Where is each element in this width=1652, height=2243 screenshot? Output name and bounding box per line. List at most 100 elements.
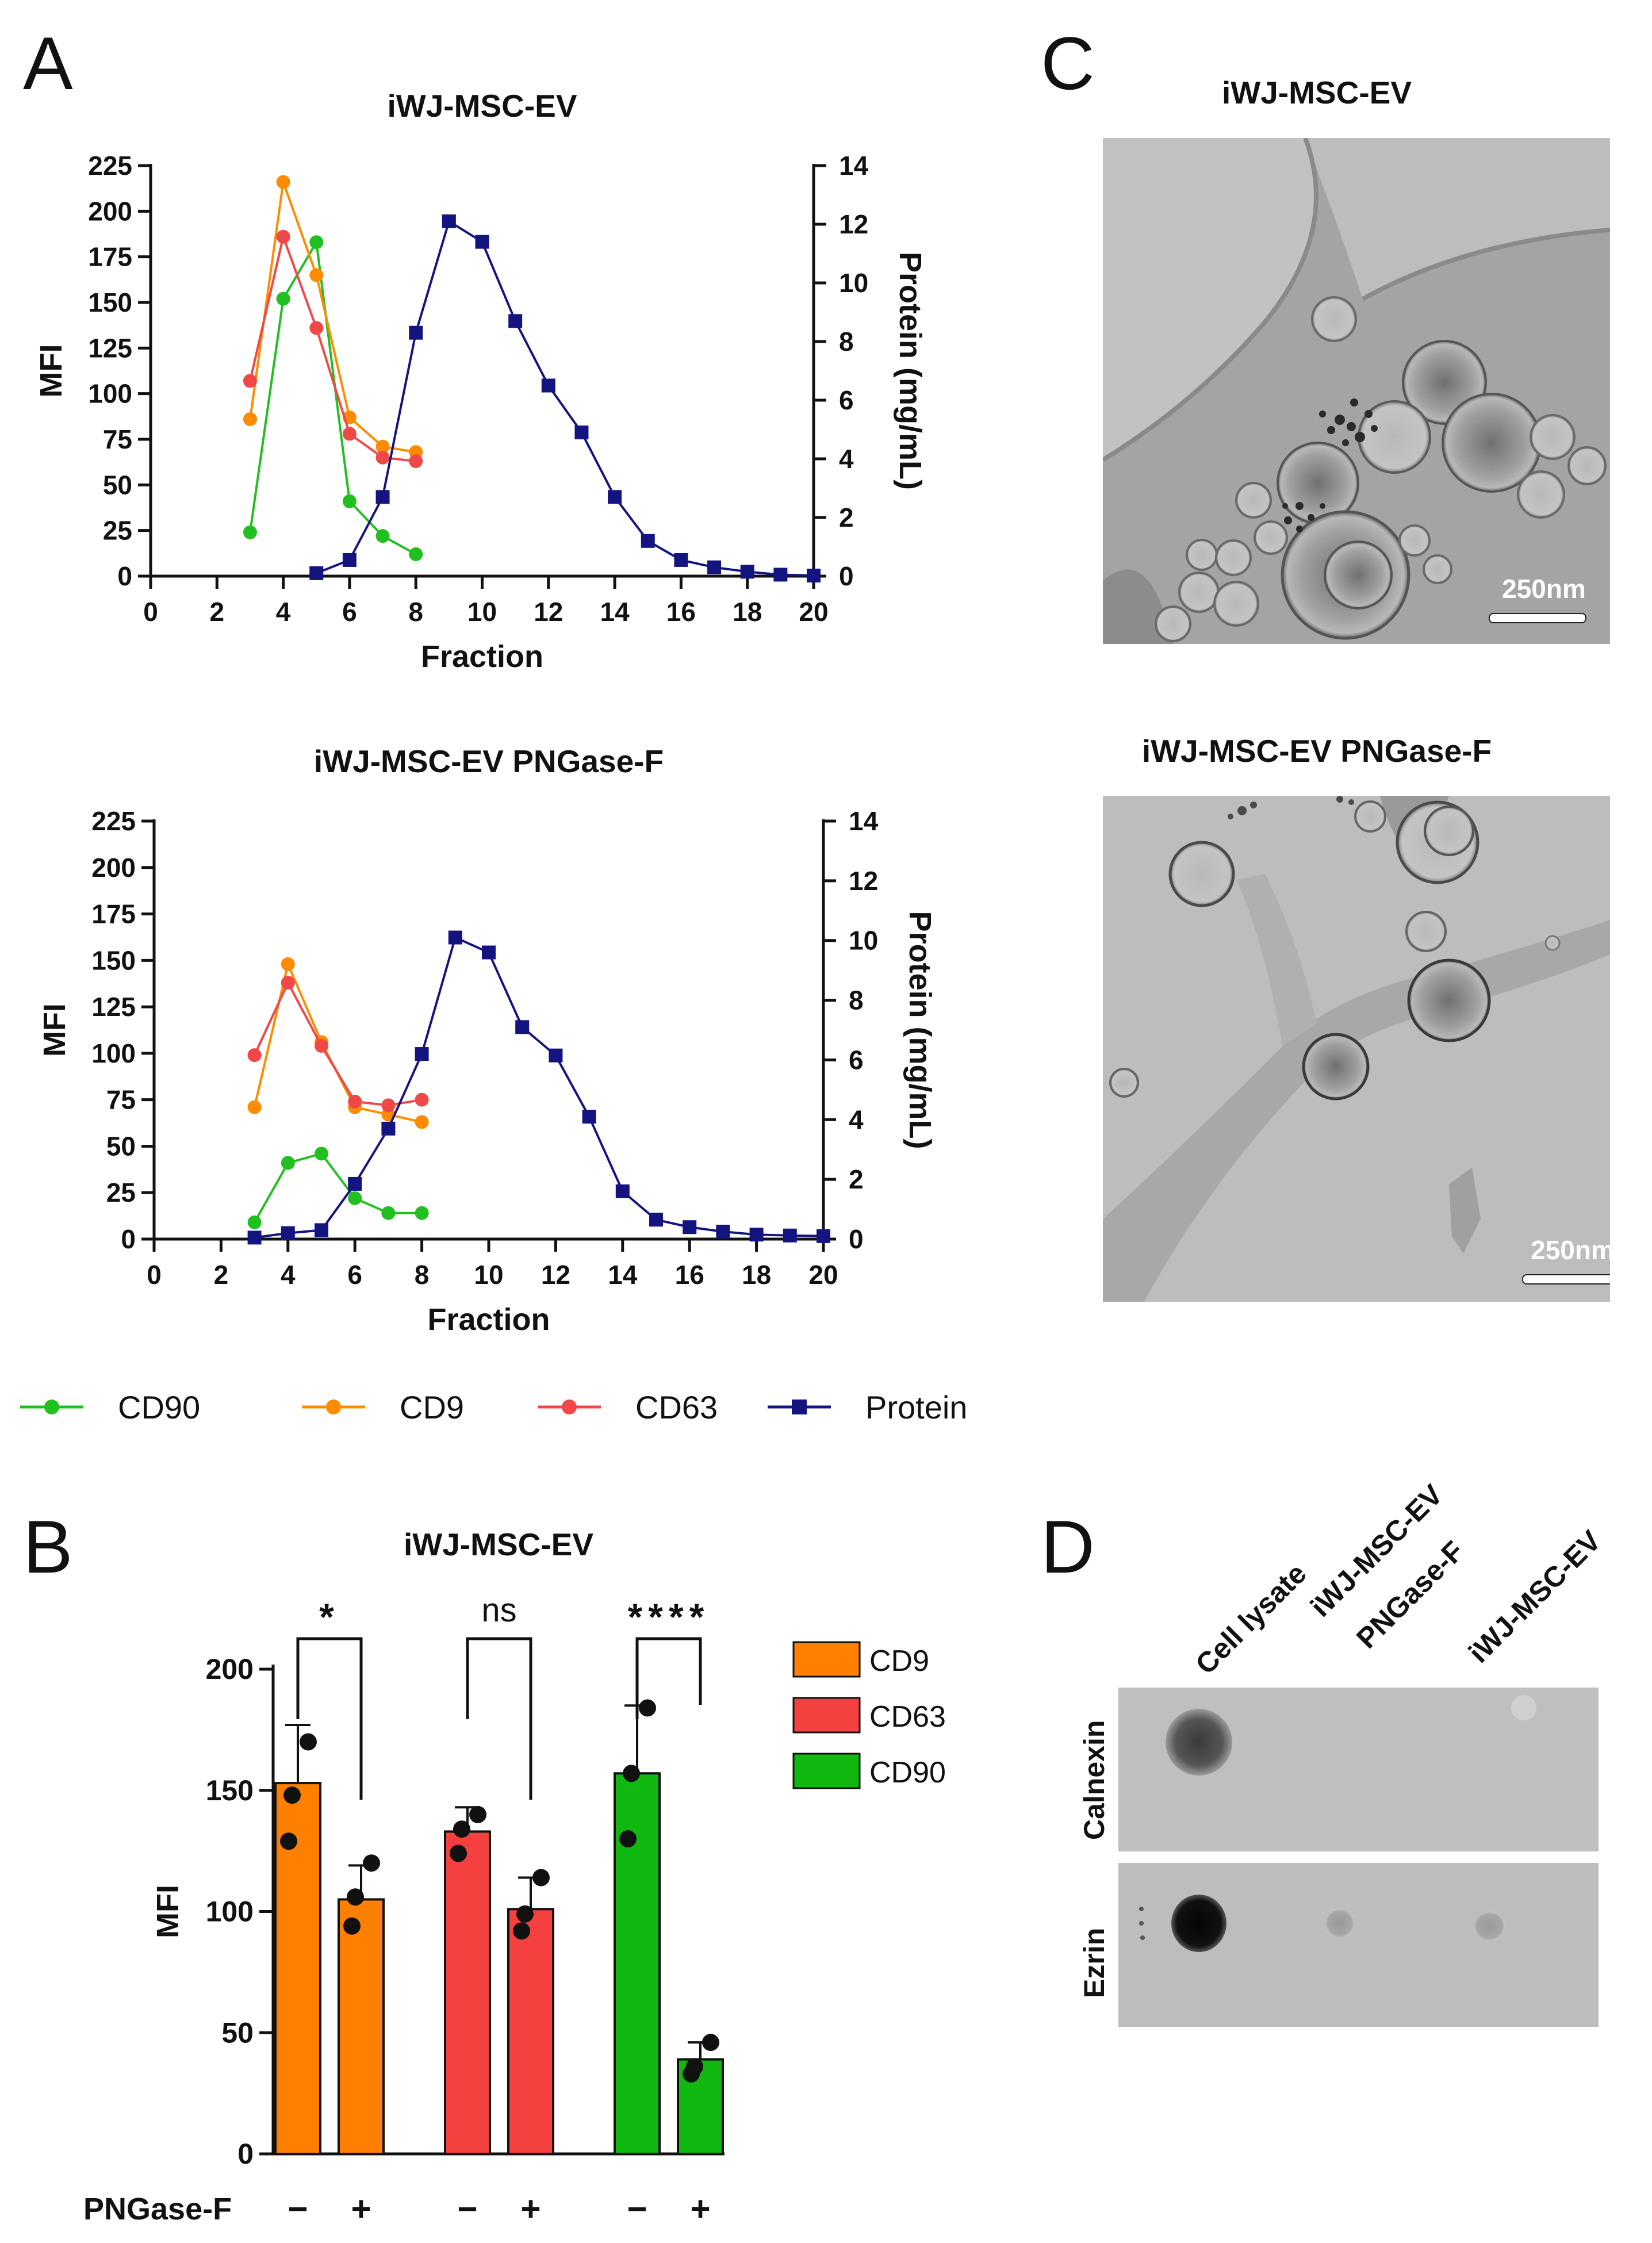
chart2-ytick-label: 0 — [121, 1224, 136, 1254]
chart1-point-cd90 — [276, 292, 290, 306]
chart1-y2tick-label: 6 — [839, 385, 854, 415]
chart2-xtick-label: 8 — [415, 1260, 430, 1290]
blot-dot-calnexin-cell-lysate — [1166, 1709, 1232, 1776]
blot-dot-ezrin-pngase-f — [1325, 1908, 1355, 1938]
chart1-point-protein — [541, 378, 555, 393]
chart2-point-protein — [448, 930, 462, 945]
chart1-point-protein — [475, 235, 489, 249]
chart2-point-protein — [315, 1223, 328, 1237]
chart3-data-point — [300, 1733, 317, 1751]
chart3-data-point — [283, 1786, 301, 1804]
chart2-xtick-label: 20 — [808, 1260, 838, 1290]
chart3-treatment-label: − — [457, 2190, 477, 2228]
chart1-point-protein — [674, 553, 688, 567]
chart2-ytick-label: 50 — [106, 1131, 136, 1161]
legend-marker-cd63 — [562, 1400, 577, 1414]
chart2-point-cd90 — [315, 1147, 328, 1161]
chart1-point-cd9 — [375, 439, 390, 454]
chart3-ytick-label: 150 — [206, 1774, 254, 1807]
chart2-ytick-label: 225 — [91, 806, 136, 836]
chart3-legend-swatch-cd63 — [792, 1697, 861, 1734]
chart1-point-cd63 — [375, 450, 390, 465]
chart2-xtick-label: 0 — [147, 1260, 162, 1290]
chart1-point-cd90 — [342, 494, 357, 508]
chart2-point-cd9 — [247, 1100, 262, 1114]
chart1-ytick-label: 100 — [88, 379, 132, 409]
chart1-y-axis-label: MFI — [34, 344, 68, 398]
chart3-significance-bracket — [466, 1637, 532, 1800]
chart3-legend-swatch-cd9 — [792, 1641, 861, 1678]
em-scale-label-top: 250nm — [1502, 574, 1586, 604]
chart1-ytick-label: 0 — [117, 561, 132, 591]
chart1-ytick-label: 75 — [103, 424, 132, 454]
chart3-data-point — [639, 1699, 656, 1717]
chart2-point-protein — [482, 945, 496, 960]
chart3-data-point — [686, 2058, 703, 2076]
blot-row-label-calnexin: Calnexin — [1078, 1720, 1110, 1840]
chart2-xtick-label: 4 — [281, 1260, 296, 1290]
chart3-ytick-label: 50 — [221, 2016, 254, 2049]
chart1-point-cd90 — [409, 547, 423, 561]
blot-column-iwj-msc-ev-pngase: iWJ-MSC-EV — [1304, 1478, 1449, 1623]
panel-letter-a: A — [23, 21, 73, 105]
chart1-point-protein — [707, 560, 722, 574]
chart2-xtick-label: 14 — [608, 1260, 638, 1290]
panel-letter-b: B — [23, 1505, 73, 1589]
chart2-point-cd90 — [348, 1191, 362, 1205]
em-scale-bar-top — [1489, 613, 1586, 623]
chart1-point-protein — [375, 490, 390, 504]
legend-panel-a: CD90 CD9 CD63 Protein — [20, 1389, 967, 1425]
blot-column-cell-lysate: Cell lysate — [1189, 1557, 1313, 1681]
chart3-data-point — [619, 1830, 637, 1848]
chart2-point-protein — [582, 1110, 596, 1124]
chart1-xtick-label: 20 — [799, 597, 828, 627]
chart2-point-protein — [716, 1225, 730, 1239]
chart1-x-axis-label: Fraction — [421, 639, 543, 674]
chart1-point-cd90 — [375, 529, 390, 543]
chart1-point-cd90 — [243, 525, 257, 539]
chart2-point-protein — [817, 1229, 830, 1243]
chart3-data-point — [513, 1922, 530, 1940]
chart3-significance-label: ns — [481, 1592, 516, 1629]
chart2-point-protein — [415, 1047, 429, 1061]
chart1-point-protein — [807, 568, 821, 582]
chart1-point-protein — [773, 568, 788, 582]
chart3-ytick-label: 0 — [237, 2138, 254, 2170]
chart1-y2tick-label: 2 — [839, 503, 854, 532]
chart2-y2tick-label: 2 — [849, 1164, 864, 1194]
legend-marker-cd9 — [326, 1400, 341, 1414]
blot-row-label-ezrin: Ezrin — [1078, 1928, 1110, 1998]
chart1-point-cd9 — [276, 175, 290, 189]
blot-dot-calnexin-iwj-msc-ev — [1511, 1695, 1536, 1720]
chart1-point-cd63 — [276, 229, 290, 244]
chart2-xtick-label: 6 — [347, 1260, 362, 1290]
chart2-xtick-label: 2 — [214, 1260, 229, 1290]
chart3-bar-cd63-plus — [507, 1908, 554, 2155]
dot-blot: Cell lysate iWJ-MSC-EV PNGase-F iWJ-MSC-… — [1078, 1478, 1607, 2027]
chart1-ytick-label: 200 — [88, 196, 132, 226]
panel-letter-c: C — [1041, 21, 1095, 105]
chart2-point-cd63 — [315, 1038, 328, 1053]
legend-marker-cd90 — [44, 1400, 59, 1414]
chart2-point-protein — [783, 1228, 797, 1243]
chart3-significance-label: **** — [628, 1596, 710, 1638]
chart2-y2tick-label: 10 — [849, 926, 878, 956]
em-image-bottom: 250nm — [1103, 796, 1615, 1302]
chart2-series-line-protein — [254, 935, 824, 1239]
chart1-xtick-label: 10 — [467, 597, 497, 627]
chart2-y2tick-label: 12 — [849, 866, 878, 896]
chart2-ytick-label: 150 — [91, 945, 136, 975]
chart2-point-cd90 — [281, 1156, 295, 1170]
chart2-series-line-cd63 — [253, 980, 422, 1107]
chart2-x-axis-label: Fraction — [427, 1302, 550, 1337]
chart2-point-protein — [549, 1048, 563, 1063]
chart1-xtick-label: 4 — [276, 597, 291, 627]
legend-item-cd9: CD9 — [302, 1389, 464, 1425]
chart2-point-cd90 — [247, 1215, 262, 1229]
chart3-treatment-label: + — [520, 2190, 541, 2228]
chart1-xtick-label: 14 — [600, 597, 630, 627]
chart3-bar-cd63-minus — [444, 1830, 491, 2155]
chart3-data-point — [343, 1917, 361, 1935]
em-scale-label-bottom: 250nm — [1531, 1235, 1615, 1265]
chart1-y2tick-label: 0 — [839, 561, 854, 591]
